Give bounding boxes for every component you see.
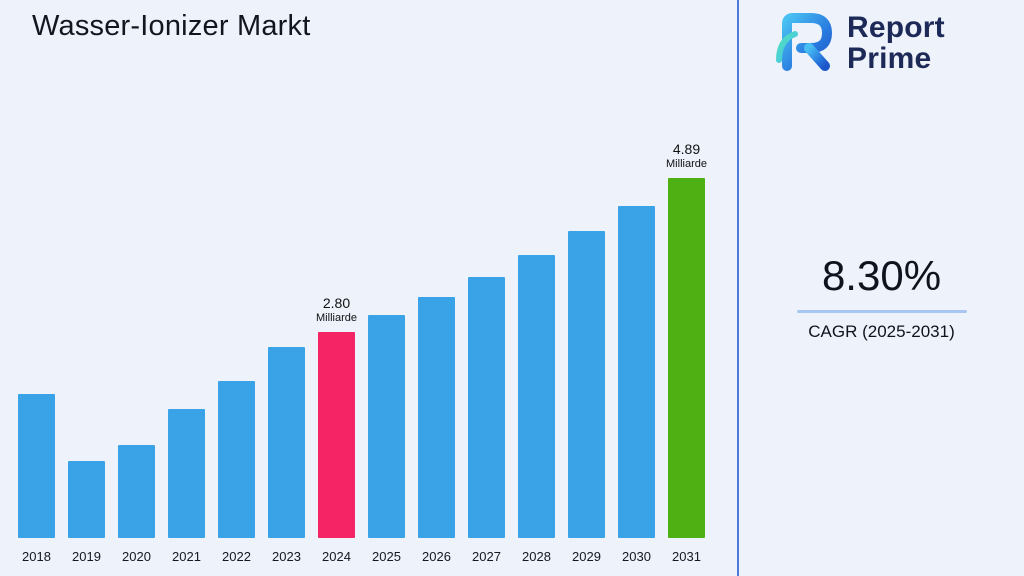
year-label-2024: 2024 — [322, 549, 351, 564]
bar-value-label: 4.89 — [672, 140, 701, 157]
cagr-label: CAGR (2025-2031) — [808, 322, 955, 341]
logo-line2: Prime — [847, 41, 932, 75]
bar-2019 — [68, 461, 105, 538]
bar-2031 — [668, 178, 705, 538]
bar-column-2019: 2019 — [68, 94, 105, 564]
vertical-divider — [737, 0, 739, 576]
year-label-2021: 2021 — [172, 549, 201, 564]
year-label-2026: 2026 — [422, 549, 451, 564]
bar-column-2018: 2018 — [18, 94, 55, 564]
bar-2028 — [518, 255, 555, 538]
year-label-2020: 2020 — [122, 549, 151, 564]
cagr-block: 8.30% CAGR (2025-2031) — [739, 252, 1024, 342]
bar-unit-label: Milliarde — [666, 158, 707, 171]
bar-column-2026: 2026 — [418, 94, 455, 564]
report-prime-logo-icon — [771, 10, 837, 77]
year-label-2022: 2022 — [222, 549, 251, 564]
bar-chart: 2018 2019 2020 2021 2022 2023 2.80 Milliarde 202… — [18, 94, 720, 564]
page-title: Wasser-Ionizer Markt — [32, 10, 311, 42]
bar-value-annotation-2031: 4.89 Milliarde — [666, 141, 707, 172]
bar-column-2028: 2028 — [518, 94, 555, 564]
bar-column-2031: 4.89 Milliarde 2031 — [666, 94, 707, 564]
year-label-2030: 2030 — [622, 549, 651, 564]
year-label-2031: 2031 — [672, 549, 701, 564]
bar-unit-label: Milliarde — [316, 312, 357, 325]
bar-column-2022: 2022 — [218, 94, 255, 564]
bar-value-label: 2.80 — [322, 294, 351, 311]
right-panel: Report Prime 8.30% CAGR (2025-2031) — [739, 0, 1024, 576]
bar-value-annotation-2024: 2.80 Milliarde — [316, 295, 357, 326]
bar-2029 — [568, 231, 605, 538]
bar-column-2021: 2021 — [168, 94, 205, 564]
logo-wordmark: Report Prime — [847, 10, 945, 75]
year-label-2027: 2027 — [472, 549, 501, 564]
bar-2018 — [18, 394, 55, 538]
bar-2020 — [118, 445, 155, 538]
year-label-2018: 2018 — [22, 549, 51, 564]
bar-column-2025: 2025 — [368, 94, 405, 564]
year-label-2023: 2023 — [272, 549, 301, 564]
bar-column-2023: 2023 — [268, 94, 305, 564]
bar-2026 — [418, 297, 455, 538]
bar-column-2030: 2030 — [618, 94, 655, 564]
report-prime-logo: Report Prime — [771, 10, 945, 77]
bar-2022 — [218, 381, 255, 538]
bar-2024 — [318, 332, 355, 538]
cagr-value: 8.30% — [821, 252, 942, 299]
year-label-2029: 2029 — [572, 549, 601, 564]
bar-column-2020: 2020 — [118, 94, 155, 564]
bar-2027 — [468, 277, 505, 538]
logo-line1: Report — [847, 10, 945, 44]
bar-2025 — [368, 315, 405, 538]
bar-column-2024: 2.80 Milliarde 2024 — [316, 94, 357, 564]
year-label-2019: 2019 — [72, 549, 101, 564]
year-label-2028: 2028 — [522, 549, 551, 564]
bar-2030 — [618, 206, 655, 538]
year-label-2025: 2025 — [372, 549, 401, 564]
bar-2023 — [268, 347, 305, 538]
bar-column-2029: 2029 — [568, 94, 605, 564]
bar-column-2027: 2027 — [468, 94, 505, 564]
bar-2021 — [168, 409, 205, 538]
cagr-underline — [796, 310, 967, 313]
